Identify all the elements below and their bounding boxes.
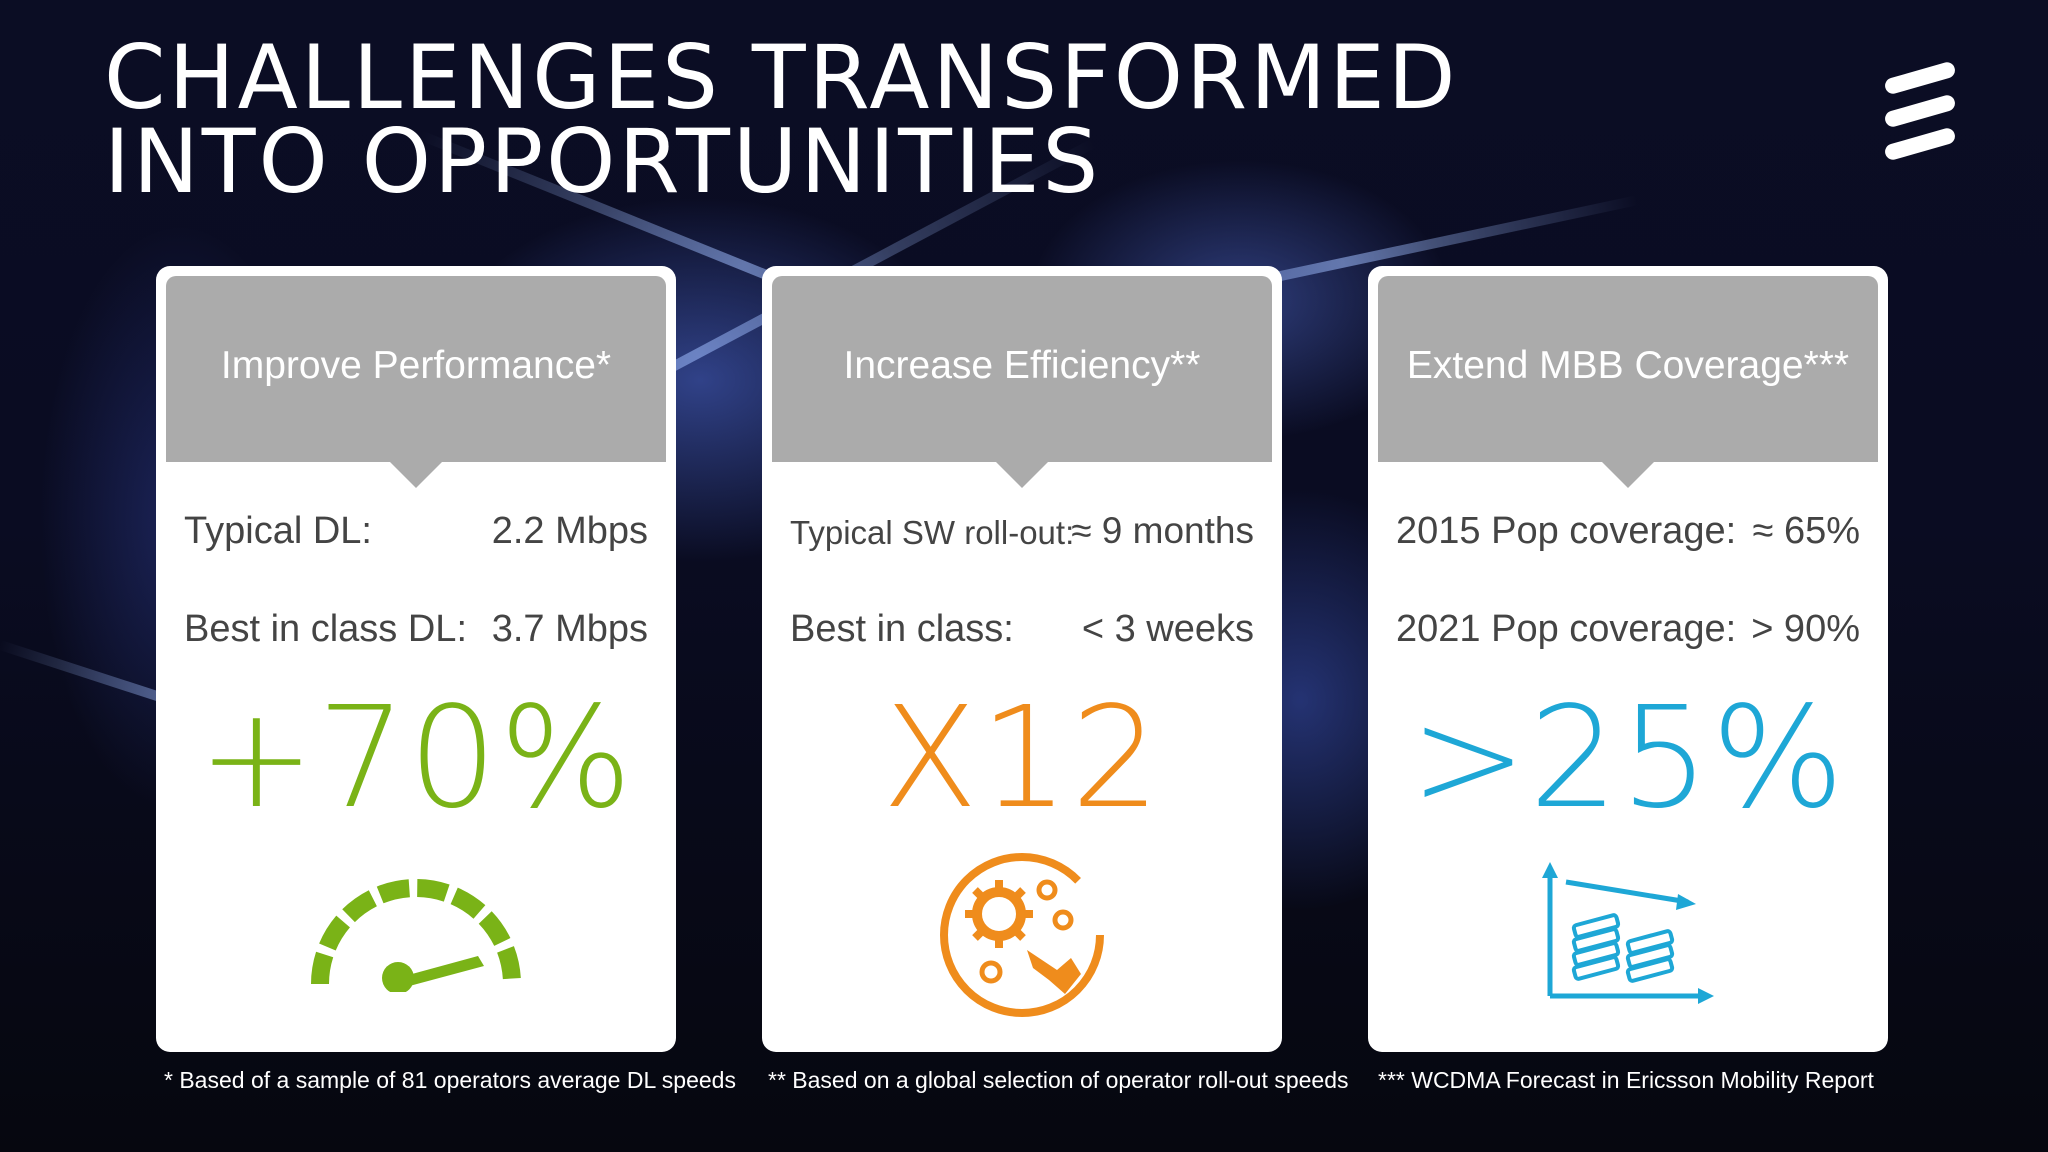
headline-figure: +70% [197,677,635,840]
card-header: Extend MBB Coverage*** [1378,276,1878,488]
stat-value: > 90% [1751,608,1860,650]
card-title: Improve Performance* [220,344,612,387]
stat-label: 2021 Pop coverage: [1396,608,1737,650]
footnote: *** WCDMA Forecast in Ericsson Mobility … [1378,1067,1874,1093]
ericsson-logo-icon [1885,62,1955,160]
stat-value: 3.7 Mbps [491,608,648,650]
card-title: Extend MBB Coverage*** [1406,344,1850,387]
card-improve-performance: Improve Performance* Typical DL: 2.2 Mbp… [156,266,676,1052]
card-header: Increase Efficiency** [772,276,1272,488]
stat-value: ≈ 9 months [1071,510,1254,551]
footnote: * Based of a sample of 81 operators aver… [164,1067,736,1093]
stat-value: 2.2 Mbps [491,510,648,552]
speedometer-icon [311,879,521,992]
card-header: Improve Performance* [166,276,666,488]
stat-label: Best in class DL: [184,608,467,650]
stat-label: Best in class: [790,608,1014,650]
cost-decline-chart-icon [1542,862,1714,1004]
stat-label: Typical SW roll-out: [790,514,1075,551]
gears-wrench-icon [940,853,1104,1017]
footnote: ** Based on a global selection of operat… [768,1067,1349,1093]
stat-label: Typical DL: [184,510,372,552]
stat-value: < 3 weeks [1081,608,1254,650]
card-increase-efficiency: Increase Efficiency** Typical SW roll-ou… [762,266,1282,1052]
headline-figure: X12 [881,677,1163,840]
card-extend-mbb-coverage: Extend MBB Coverage*** 2015 Pop coverage… [1368,266,1888,1052]
card-title: Increase Efficiency** [843,344,1201,387]
slide-title: CHALLENGES TRANSFORMED INTO OPPORTUNITIE… [104,26,1459,213]
stat-value: ≈ 65% [1752,510,1860,552]
stat-label: 2015 Pop coverage: [1396,510,1737,552]
headline-figure: >25% [1409,677,1847,840]
